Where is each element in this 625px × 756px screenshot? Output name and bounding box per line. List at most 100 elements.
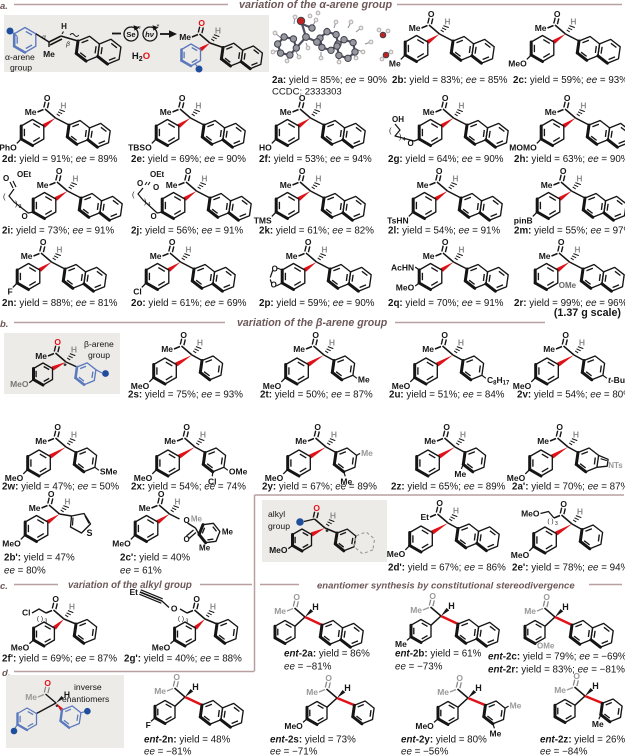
svg-text:enantiomer synthesis by consti: enantiomer synthesis by constitutional s… xyxy=(317,581,575,592)
svg-text:OMe: OMe xyxy=(559,281,577,290)
svg-text:O: O xyxy=(171,604,178,614)
svg-text:2x: yield = 54%; ee = 74%: 2x: yield = 54%; ee = 74% xyxy=(131,482,246,493)
svg-text:O: O xyxy=(193,594,200,604)
svg-text:ent-2s: yield = 73%: ent-2s: yield = 73% xyxy=(270,735,356,746)
svg-text:Me: Me xyxy=(389,59,401,69)
svg-text:Me: Me xyxy=(423,251,435,261)
svg-text:Me: Me xyxy=(25,692,37,702)
svg-text:(1.37 g scale): (1.37 g scale) xyxy=(554,307,622,319)
svg-text:variation of the α-arene group: variation of the α-arene group xyxy=(239,0,392,11)
svg-text:(: ( xyxy=(3,192,6,201)
svg-text:variation of the β-arene group: variation of the β-arene group xyxy=(237,317,388,329)
svg-text:OMe: OMe xyxy=(537,642,555,651)
svg-text:H: H xyxy=(458,101,464,111)
svg-text:ent-2a: yield = 86%: ent-2a: yield = 86% xyxy=(284,649,370,660)
svg-text:variation of the alkyl group: variation of the alkyl group xyxy=(68,580,192,591)
svg-text:MeO: MeO xyxy=(11,643,30,653)
svg-text:2b': yield = 47%: 2b': yield = 47% xyxy=(4,553,75,564)
svg-text:H: H xyxy=(570,17,576,27)
svg-text:Me: Me xyxy=(417,180,429,190)
svg-text:Me: Me xyxy=(554,685,566,695)
svg-text:H: H xyxy=(574,245,580,255)
svg-text:ent-2r: yield = 83%; ee = −81: ent-2r: yield = 83%; ee = −81% xyxy=(488,665,625,676)
svg-text:O: O xyxy=(312,330,319,340)
svg-text:H: H xyxy=(562,602,569,612)
svg-text:O: O xyxy=(442,237,449,247)
svg-text:O: O xyxy=(54,337,61,347)
svg-text:O: O xyxy=(272,265,278,274)
svg-text:H: H xyxy=(579,338,585,348)
svg-text:O: O xyxy=(429,591,436,601)
svg-text:O: O xyxy=(442,93,449,103)
svg-text:group: group xyxy=(10,63,32,73)
svg-text:H: H xyxy=(573,430,579,440)
svg-text:2c: yield = 59%; ee = 93%: 2c: yield = 59%; ee = 93% xyxy=(513,75,625,86)
svg-text:2p: yield = 59%; ee = 90%: 2p: yield = 59%; ee = 90% xyxy=(259,298,375,309)
svg-text:4: 4 xyxy=(148,202,151,208)
svg-text:H: H xyxy=(344,683,351,693)
svg-text:MeO: MeO xyxy=(265,473,284,483)
svg-text:O: O xyxy=(185,166,192,176)
svg-text:ent-2n: yield = 48%: ent-2n: yield = 48% xyxy=(144,735,231,746)
svg-text:β: β xyxy=(65,41,70,48)
svg-text:2z: yield = 65%; ee = 89%: 2z: yield = 65%; ee = 89% xyxy=(391,482,506,493)
svg-text:ent-2z: yield = 26%: ent-2z: yield = 26% xyxy=(540,735,625,746)
svg-text:2a': yield = 70%; ee = 87%: 2a': yield = 70%; ee = 87% xyxy=(512,482,625,493)
svg-text:2e: yield = 69%; ee = 90%: 2e: yield = 69%; ee = 90% xyxy=(131,154,246,165)
svg-text:O: O xyxy=(173,672,180,682)
svg-text:2n: yield = 88%; ee = 81%: 2n: yield = 88%; ee = 81% xyxy=(2,298,118,309)
svg-text:2e': yield = 78%; ee = 94%: 2e': yield = 78%; ee = 94% xyxy=(512,563,625,574)
svg-text:Me: Me xyxy=(280,107,292,117)
svg-text:H: H xyxy=(312,602,319,612)
svg-text:O: O xyxy=(3,174,9,183)
svg-text:Cl: Cl xyxy=(208,476,217,486)
svg-text:H: H xyxy=(315,101,321,111)
svg-text:O: O xyxy=(543,592,550,602)
svg-text:Me: Me xyxy=(280,180,292,190)
svg-text:ee = −56%: ee = −56% xyxy=(401,747,449,756)
svg-text:O: O xyxy=(305,237,312,247)
svg-text:H: H xyxy=(69,602,75,612)
svg-text:): ) xyxy=(144,197,147,206)
svg-text:3: 3 xyxy=(555,521,558,527)
svg-text:Me: Me xyxy=(25,107,37,117)
svg-text:H2O: H2O xyxy=(132,51,150,63)
svg-text:hν: hν xyxy=(145,30,155,39)
svg-text:H: H xyxy=(71,430,77,440)
svg-text:H: H xyxy=(174,497,180,507)
svg-text:Me: Me xyxy=(199,544,211,553)
svg-text:Me: Me xyxy=(422,344,434,354)
svg-text:OEt: OEt xyxy=(17,170,32,179)
svg-text:MeO: MeO xyxy=(263,381,282,391)
svg-text:F: F xyxy=(146,720,151,730)
svg-text:ee = −71%: ee = −71% xyxy=(270,747,318,756)
svg-text:O: O xyxy=(180,330,187,340)
svg-text:H: H xyxy=(329,338,335,348)
svg-text:Me: Me xyxy=(358,375,370,385)
svg-text:Me: Me xyxy=(340,476,352,486)
svg-text:O: O xyxy=(153,183,159,192)
svg-text:2a: yield = 85%; ee = 90%: 2a: yield = 85%; ee = 90% xyxy=(272,75,387,86)
svg-text:group: group xyxy=(268,521,290,531)
svg-text:2f': yield = 69%; ee = 87%: 2f': yield = 69%; ee = 87% xyxy=(2,654,117,665)
svg-text:O: O xyxy=(428,9,435,19)
svg-text:enantiomers: enantiomers xyxy=(62,694,109,704)
svg-text:( ): ( ) xyxy=(37,616,43,623)
svg-text:H: H xyxy=(195,101,201,111)
svg-text:H: H xyxy=(210,602,216,612)
svg-text:O: O xyxy=(52,594,59,604)
svg-text:3: 3 xyxy=(186,619,189,625)
svg-text:HO: HO xyxy=(259,143,272,153)
svg-text:2g: yield = 64%; ee = 90%: 2g: yield = 64%; ee = 90% xyxy=(388,154,504,165)
svg-text:O: O xyxy=(137,179,143,188)
svg-text:H: H xyxy=(315,174,321,184)
svg-text:O: O xyxy=(299,93,306,103)
svg-text:Me: Me xyxy=(541,180,553,190)
svg-text:H: H xyxy=(321,245,327,255)
svg-text:Me: Me xyxy=(424,436,436,446)
svg-text:a.: a. xyxy=(0,1,8,12)
svg-text:H: H xyxy=(458,245,464,255)
svg-text:H: H xyxy=(56,245,62,255)
svg-text:H: H xyxy=(592,681,599,691)
svg-text:c.: c. xyxy=(0,581,8,592)
